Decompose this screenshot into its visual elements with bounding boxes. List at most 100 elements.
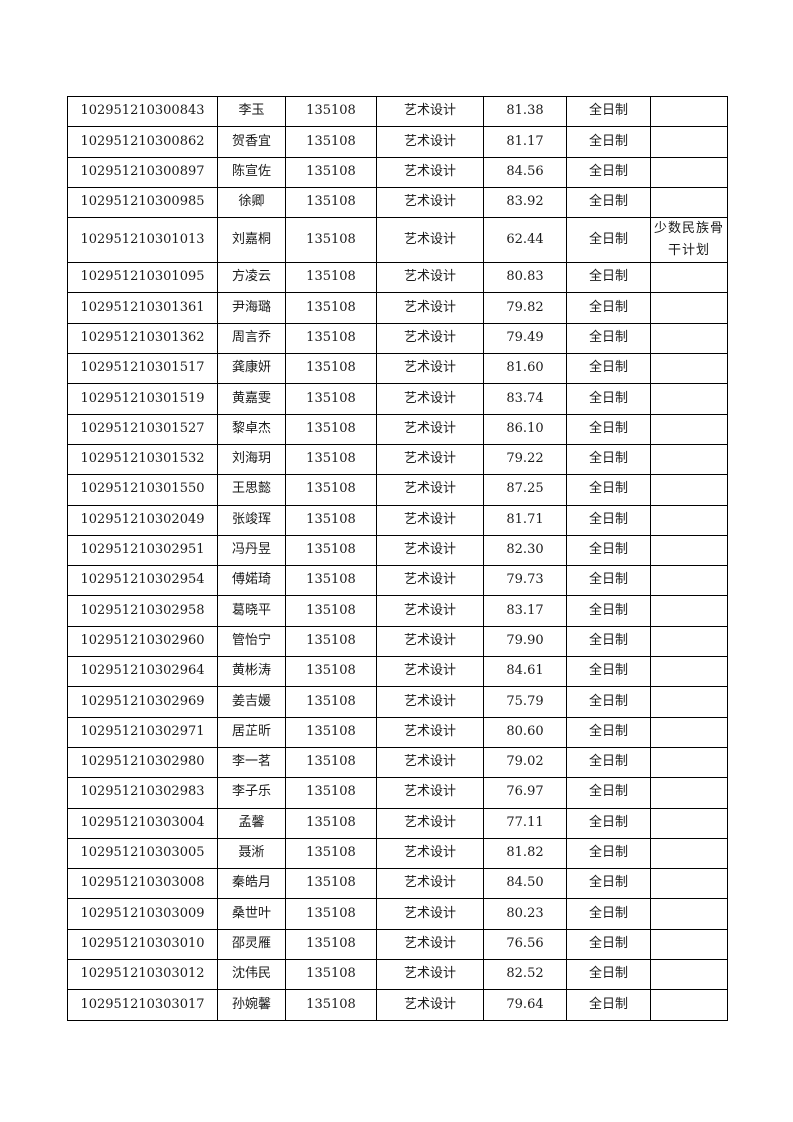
major-code-cell: 135108 — [285, 746, 377, 779]
major-code-cell: 135108 — [285, 262, 377, 294]
study-mode-cell: 全日制 — [566, 686, 651, 718]
candidate-id-cell: 102951210300897 — [67, 156, 218, 188]
score-cell: 79.73 — [483, 565, 567, 597]
candidate-id-cell: 102951210303009 — [67, 898, 218, 930]
candidate-id-cell: 102951210301362 — [67, 322, 218, 355]
major-name-cell: 艺术设计 — [376, 322, 484, 355]
candidate-id-cell: 102951210302969 — [67, 686, 218, 718]
candidate-id-cell: 102951210303012 — [67, 959, 218, 991]
candidate-id-cell: 102951210300862 — [67, 126, 218, 158]
candidate-id-cell: 102951210302958 — [67, 595, 218, 627]
score-cell: 82.30 — [483, 534, 567, 567]
table-row: 102951210301095 方凌云 135108 艺术设计 80.83 全日制 — [67, 262, 728, 294]
candidate-id-cell: 102951210302983 — [67, 777, 218, 809]
candidate-id-cell: 102951210300985 — [67, 186, 218, 219]
candidate-id-cell: 102951210301517 — [67, 353, 218, 385]
study-mode-cell: 全日制 — [566, 868, 651, 900]
table-row: 102951210303012 沈伟民 135108 艺术设计 82.52 全日制 — [67, 959, 728, 991]
candidate-id-cell: 102951210302960 — [67, 625, 218, 658]
study-mode-cell: 全日制 — [566, 186, 651, 219]
major-name-cell: 艺术设计 — [376, 443, 484, 476]
name-cell: 邵灵雁 — [217, 928, 286, 961]
study-mode-cell: 全日制 — [566, 959, 651, 991]
remark-cell — [650, 595, 728, 627]
major-name-cell: 艺术设计 — [376, 716, 484, 748]
remark-cell — [650, 95, 728, 128]
score-cell: 79.90 — [483, 625, 567, 658]
score-cell: 87.25 — [483, 474, 567, 506]
major-name-cell: 艺术设计 — [376, 989, 484, 1021]
major-code-cell: 135108 — [285, 443, 377, 476]
candidate-id-cell: 102951210301013 — [67, 217, 218, 264]
major-name-cell: 艺术设计 — [376, 625, 484, 658]
remark-cell — [650, 353, 728, 385]
major-name-cell: 艺术设计 — [376, 959, 484, 991]
major-code-cell: 135108 — [285, 565, 377, 597]
table-row: 102951210302049 张竣珲 135108 艺术设计 81.71 全日制 — [67, 504, 728, 536]
major-name-cell: 艺术设计 — [376, 928, 484, 961]
table-row: 102951210302951 冯丹昱 135108 艺术设计 82.30 全日制 — [67, 534, 728, 567]
remark-cell — [650, 989, 728, 1021]
score-cell: 84.56 — [483, 156, 567, 188]
name-cell: 黎卓杰 — [217, 413, 286, 445]
remark-cell — [650, 474, 728, 506]
study-mode-cell: 全日制 — [566, 353, 651, 385]
table-row: 102951210301519 黄嘉雯 135108 艺术设计 83.74 全日制 — [67, 383, 728, 415]
score-cell: 81.60 — [483, 353, 567, 385]
table-row: 102951210301532 刘海玥 135108 艺术设计 79.22 全日制 — [67, 443, 728, 476]
major-code-cell: 135108 — [285, 95, 377, 128]
name-cell: 沈伟民 — [217, 959, 286, 991]
name-cell: 张竣珲 — [217, 504, 286, 536]
name-cell: 冯丹昱 — [217, 534, 286, 567]
score-cell: 79.49 — [483, 322, 567, 355]
remark-cell — [650, 686, 728, 718]
candidate-id-cell: 102951210303005 — [67, 837, 218, 870]
name-cell: 李一茗 — [217, 746, 286, 779]
table-row: 102951210302969 姜吉媛 135108 艺术设计 75.79 全日制 — [67, 686, 728, 718]
remark-cell — [650, 716, 728, 748]
major-code-cell: 135108 — [285, 292, 377, 324]
study-mode-cell: 全日制 — [566, 217, 651, 264]
score-cell: 76.56 — [483, 928, 567, 961]
table-body: 102951210300843 李玉 135108 艺术设计 81.38 全日制 10295… — [67, 95, 728, 1021]
study-mode-cell: 全日制 — [566, 777, 651, 809]
remark-cell — [650, 959, 728, 991]
study-mode-cell: 全日制 — [566, 95, 651, 128]
study-mode-cell: 全日制 — [566, 383, 651, 415]
study-mode-cell: 全日制 — [566, 807, 651, 839]
study-mode-cell: 全日制 — [566, 898, 651, 930]
candidate-id-cell: 102951210302954 — [67, 565, 218, 597]
study-mode-cell: 全日制 — [566, 534, 651, 567]
major-name-cell: 艺术设计 — [376, 95, 484, 128]
major-name-cell: 艺术设计 — [376, 898, 484, 930]
table-row: 102951210301361 尹海璐 135108 艺术设计 79.82 全日制 — [67, 292, 728, 324]
major-name-cell: 艺术设计 — [376, 777, 484, 809]
major-name-cell: 艺术设计 — [376, 686, 484, 718]
remark-cell — [650, 625, 728, 658]
score-cell: 86.10 — [483, 413, 567, 445]
remark-cell — [650, 383, 728, 415]
study-mode-cell: 全日制 — [566, 292, 651, 324]
table-row: 102951210302980 李一茗 135108 艺术设计 79.02 全日制 — [67, 746, 728, 779]
table-row: 102951210302983 李子乐 135108 艺术设计 76.97 全日制 — [67, 777, 728, 809]
remark-cell — [650, 186, 728, 219]
major-name-cell: 艺术设计 — [376, 126, 484, 158]
study-mode-cell: 全日制 — [566, 625, 651, 658]
study-mode-cell: 全日制 — [566, 474, 651, 506]
candidate-id-cell: 102951210303010 — [67, 928, 218, 961]
score-cell: 83.92 — [483, 186, 567, 219]
remark-cell — [650, 656, 728, 688]
major-code-cell: 135108 — [285, 504, 377, 536]
study-mode-cell: 全日制 — [566, 928, 651, 961]
remark-cell — [650, 443, 728, 476]
candidate-id-cell: 102951210302980 — [67, 746, 218, 779]
name-cell: 周言乔 — [217, 322, 286, 355]
name-cell: 方凌云 — [217, 262, 286, 294]
score-cell: 81.38 — [483, 95, 567, 128]
candidate-id-cell: 102951210301527 — [67, 413, 218, 445]
table-row: 102951210303010 邵灵雁 135108 艺术设计 76.56 全日制 — [67, 928, 728, 961]
major-code-cell: 135108 — [285, 474, 377, 506]
study-mode-cell: 全日制 — [566, 413, 651, 445]
score-cell: 62.44 — [483, 217, 567, 264]
name-cell: 王思懿 — [217, 474, 286, 506]
